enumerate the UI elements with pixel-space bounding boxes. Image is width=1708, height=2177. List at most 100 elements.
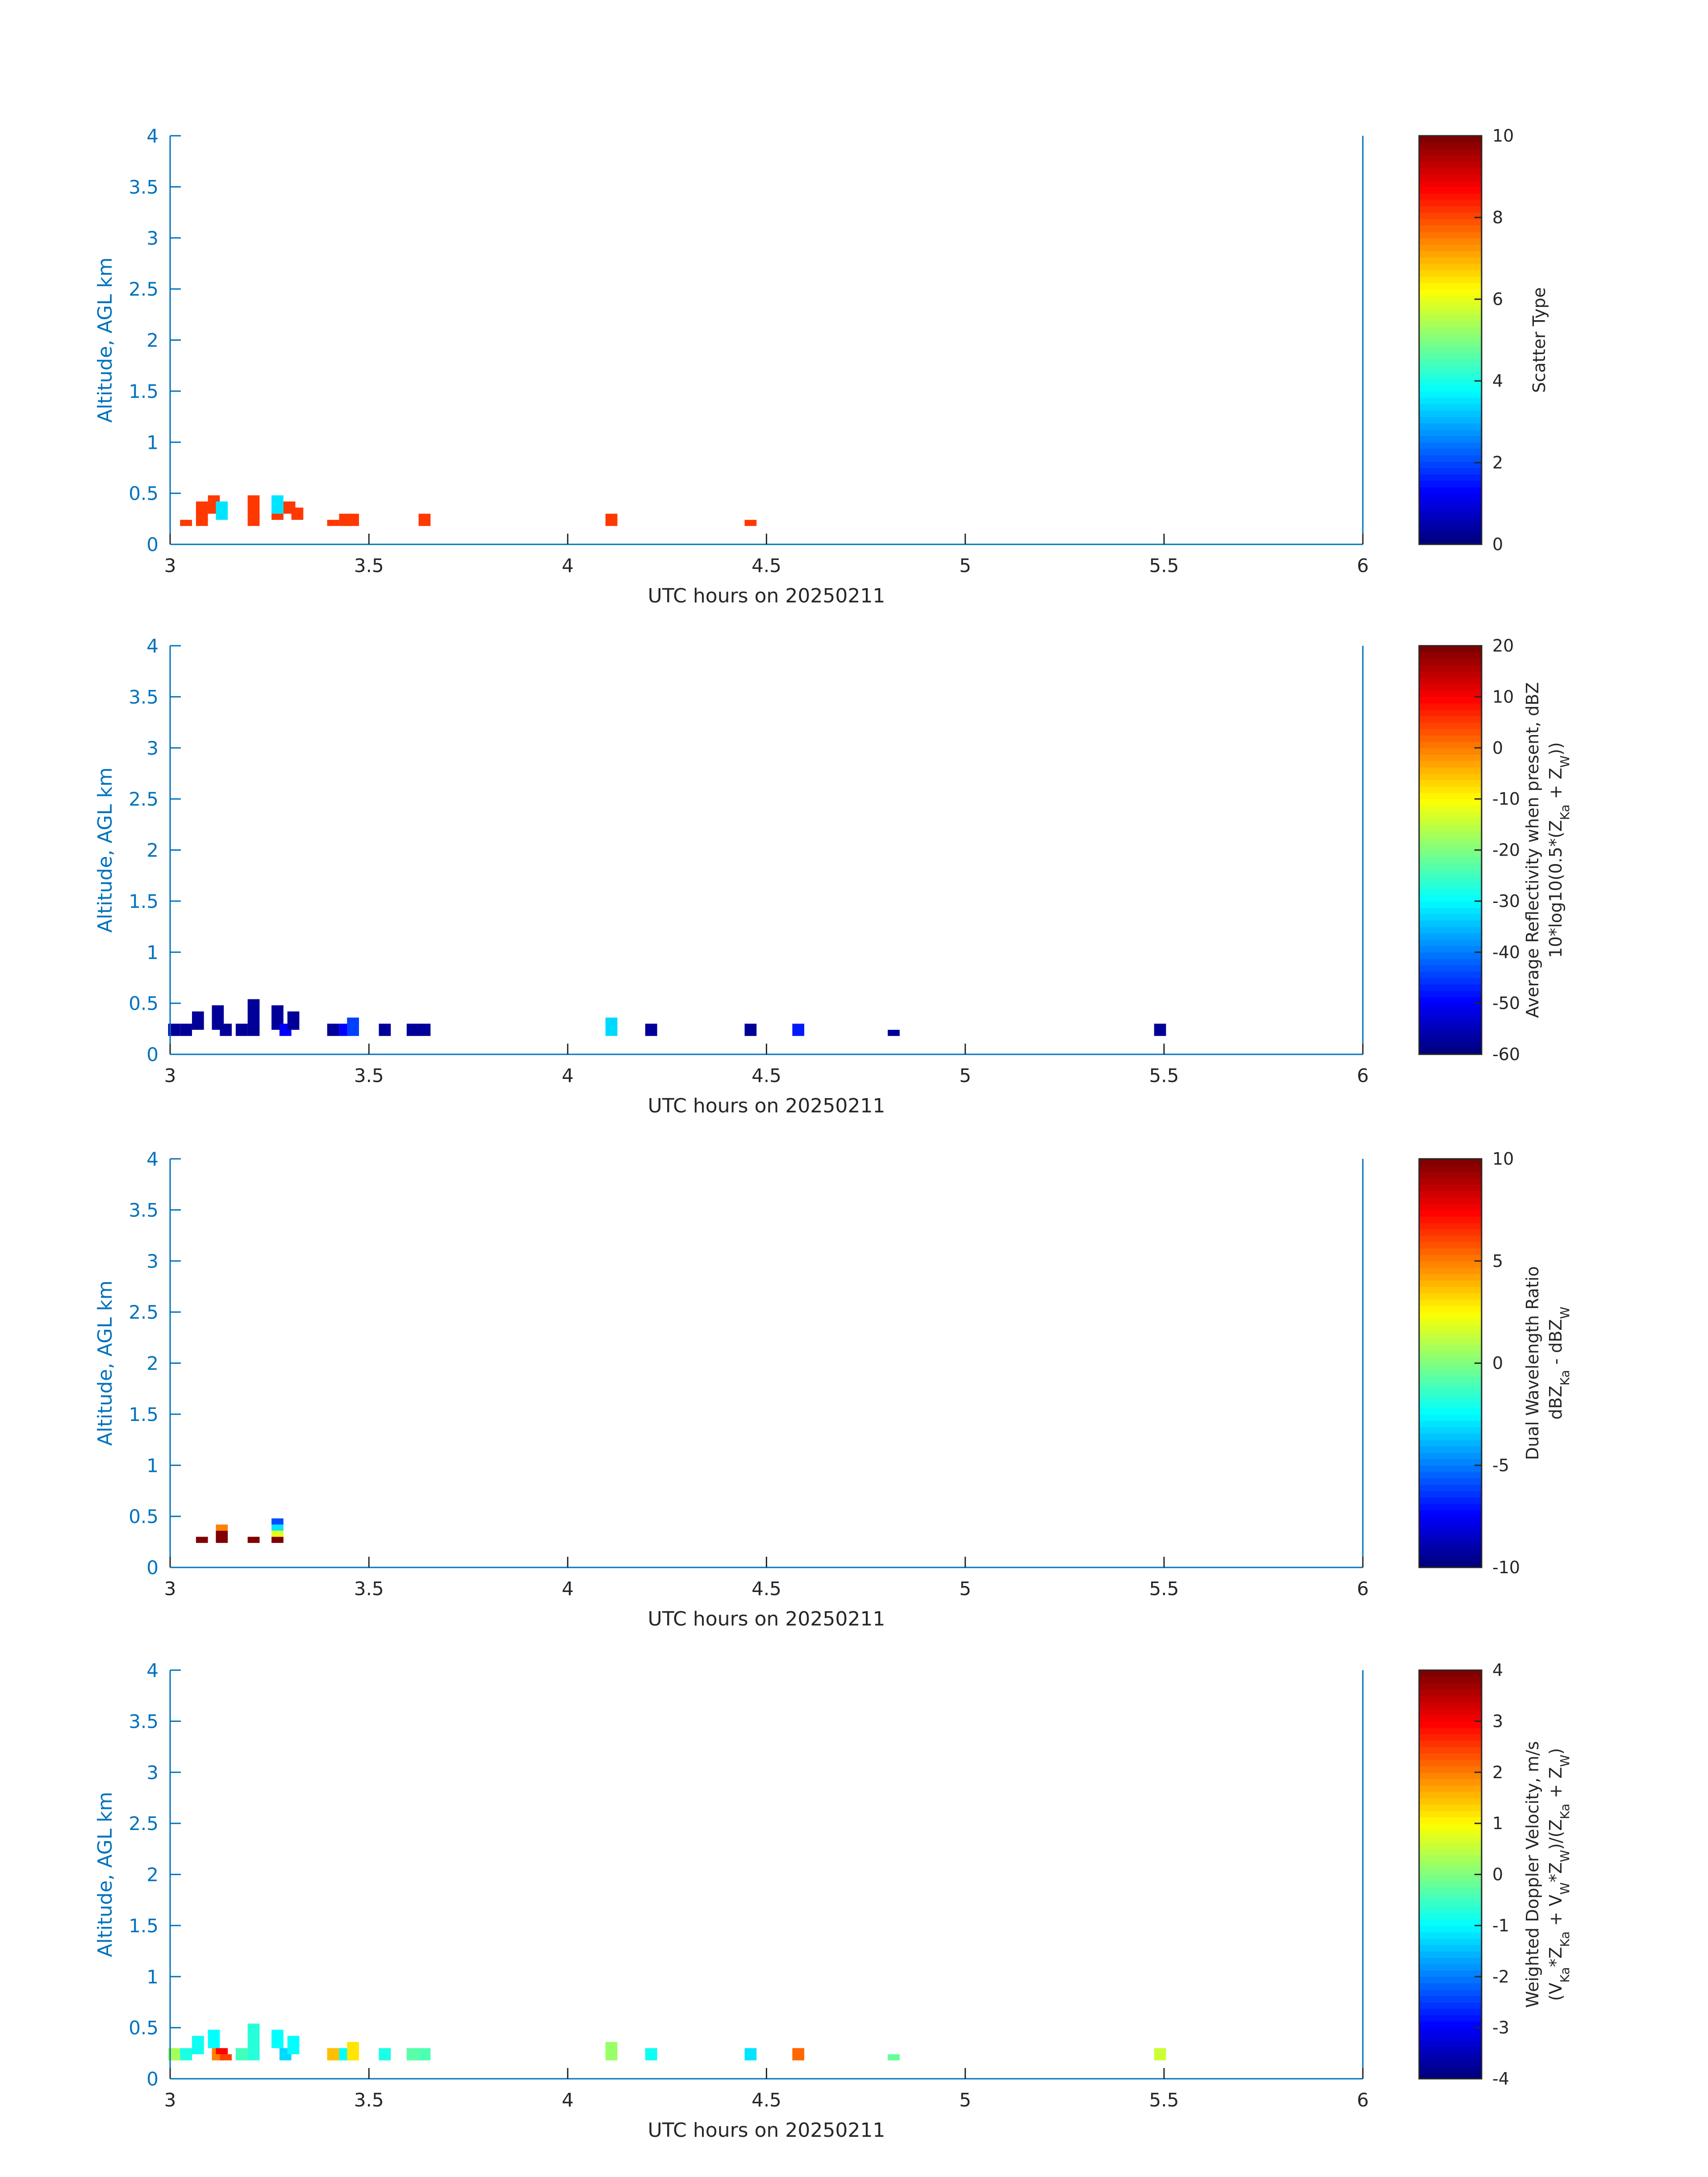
- colorbar-swatch: [1419, 933, 1482, 940]
- colorbar-swatch: [1419, 786, 1482, 793]
- colorbar-swatch: [1419, 1408, 1482, 1415]
- colorbar-swatch: [1419, 1504, 1482, 1511]
- y-tick-label: 2.5: [129, 278, 159, 300]
- y-axis-label: Altitude, AGL km: [94, 257, 117, 422]
- panel-average-reflectivity: 3 3.5 4 4.5 5 5.5 6 0 0.5 1 1.5 2 2.5 3 3.5 4 UTC hours …: [94, 635, 1572, 1117]
- colorbar-swatch: [1419, 1727, 1482, 1734]
- colorbar-swatch: [1419, 1191, 1482, 1198]
- colorbar-swatch: [1419, 1325, 1482, 1332]
- y-tick-label: 0.5: [129, 993, 159, 1015]
- x-tick-label: 3.5: [354, 1578, 384, 1600]
- heatmap-cells: [196, 1518, 284, 1543]
- colorbar-swatch: [1419, 321, 1482, 328]
- heatmap-cell: [216, 2048, 228, 2055]
- colorbar-swatch: [1419, 1983, 1482, 1990]
- colorbar-swatch: [1419, 1022, 1482, 1029]
- colorbar-swatch: [1419, 811, 1482, 819]
- colorbar-swatch: [1419, 461, 1482, 468]
- colorbar-swatch: [1419, 1554, 1482, 1562]
- colorbar-swatch: [1419, 448, 1482, 455]
- heatmap-cell: [247, 999, 260, 1036]
- colorbar-swatch: [1419, 837, 1482, 844]
- heatmap-cell: [744, 520, 757, 526]
- heatmap-cell: [406, 2048, 419, 2060]
- colorbar-swatch: [1419, 2040, 1482, 2047]
- colorbar-swatch: [1419, 863, 1482, 870]
- colorbar-swatch: [1419, 1159, 1482, 1166]
- colorbar-swatch: [1419, 1382, 1482, 1389]
- colorbar-swatch: [1419, 1522, 1482, 1530]
- colorbar-swatch: [1419, 773, 1482, 781]
- heatmap-cell: [645, 2048, 657, 2060]
- colorbar-swatch: [1419, 1484, 1482, 1492]
- x-tick-label: 6: [1357, 1065, 1369, 1086]
- colorbar-swatch: [1419, 531, 1482, 539]
- x-tick-label: 3.5: [354, 1065, 384, 1086]
- colorbar-swatch: [1419, 1369, 1482, 1376]
- panel-scatter-type: 3 3.5 4 4.5 5 5.5 6 0 0.5 1 1.5 2 2.5 3 3.5 4 UTC hours …: [94, 125, 1549, 607]
- colorbar: -60 -50 -40 -30 -20 -10 0 10 20 Average Reflectiv…: [1418, 636, 1572, 1064]
- colorbar-tick-label: -1: [1492, 1916, 1509, 1935]
- colorbar-tick-label: 4: [1492, 1660, 1503, 1680]
- y-tick-label: 2: [146, 1353, 159, 1375]
- x-tick-label: 4.5: [752, 1578, 781, 1600]
- colorbar-swatch: [1419, 308, 1482, 315]
- heatmap-cell: [180, 2048, 192, 2060]
- colorbar-swatch: [1419, 1689, 1482, 1696]
- heatmap-cell: [196, 501, 208, 526]
- x-tick-label: 5: [959, 555, 971, 577]
- colorbar-swatch: [1419, 136, 1482, 143]
- colorbar-swatch: [1419, 257, 1482, 264]
- colorbar-swatch: [1419, 1035, 1482, 1042]
- colorbar-swatch: [1419, 1957, 1482, 1964]
- colorbar-swatch: [1419, 1229, 1482, 1236]
- colorbar-swatch: [1419, 1944, 1482, 1951]
- colorbar-swatch: [1419, 429, 1482, 436]
- colorbar-swatch: [1419, 1951, 1482, 1958]
- colorbar-swatch: [1419, 945, 1482, 953]
- heatmap-cell: [792, 1024, 805, 1036]
- colorbar-swatch: [1419, 199, 1482, 207]
- colorbar-swatch: [1419, 1248, 1482, 1255]
- colorbar-swatch: [1419, 474, 1482, 481]
- colorbar-label: Dual Wavelength Ratio: [1523, 1266, 1542, 1460]
- heatmap-cell: [271, 1524, 284, 1531]
- colorbar-swatch: [1419, 525, 1482, 532]
- heatmap-cell: [888, 2054, 900, 2060]
- y-tick-label: 2.5: [129, 1301, 159, 1323]
- colorbar-swatch: [1419, 958, 1482, 965]
- colorbar-tick-label: 2: [1492, 1763, 1503, 1782]
- colorbar-swatch: [1419, 391, 1482, 398]
- heatmap-cell: [216, 1524, 228, 1531]
- colorbar-swatch: [1419, 805, 1482, 812]
- y-tick-label: 2: [146, 330, 159, 351]
- heatmap-cell: [605, 2042, 618, 2060]
- colorbar-swatch: [1419, 2047, 1482, 2054]
- colorbar-swatch: [1419, 990, 1482, 998]
- colorbar-swatch: [1419, 1676, 1482, 1684]
- colorbar-swatch: [1419, 920, 1482, 927]
- y-tick-label: 3.5: [129, 1710, 159, 1732]
- colorbar-swatch: [1419, 1893, 1482, 1901]
- colorbar-swatch: [1419, 1996, 1482, 2003]
- colorbar-swatch: [1419, 487, 1482, 494]
- colorbar-swatch: [1419, 2066, 1482, 2073]
- x-tick-label: 3.5: [354, 555, 384, 577]
- colorbar-swatch: [1419, 1414, 1482, 1421]
- heatmap-cell: [605, 514, 618, 526]
- heatmap-cell: [605, 1017, 618, 1036]
- colorbar-swatch: [1419, 2027, 1482, 2035]
- colorbar-swatch: [1419, 193, 1482, 200]
- x-tick-label: 5.5: [1149, 555, 1179, 577]
- colorbar-tick-label: -5: [1492, 1455, 1509, 1475]
- colorbar-swatch: [1419, 978, 1482, 985]
- y-tick-label: 1.5: [129, 890, 159, 912]
- x-tick-label: 4: [562, 1578, 574, 1600]
- colorbar-swatch: [1419, 971, 1482, 978]
- y-tick-label: 3: [146, 1250, 159, 1272]
- colorbar-swatch: [1419, 684, 1482, 691]
- heatmap-cell: [192, 1011, 204, 1030]
- colorbar-swatch: [1419, 1197, 1482, 1204]
- colorbar-swatch: [1419, 359, 1482, 366]
- colorbar-swatch: [1419, 1048, 1482, 1055]
